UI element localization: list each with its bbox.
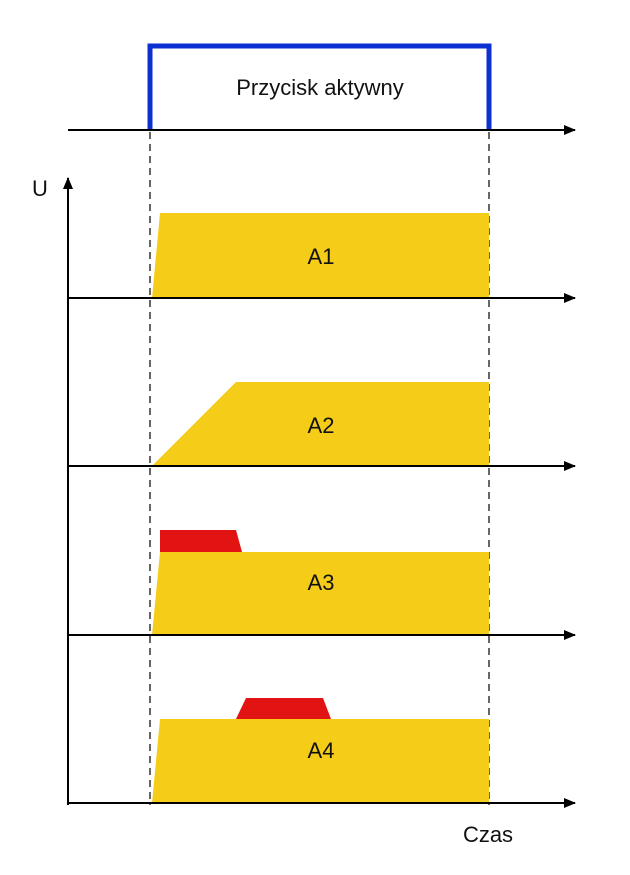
mode-label: A1 bbox=[308, 244, 335, 269]
button-label: Przycisk aktywny bbox=[236, 75, 403, 100]
mode-a2-shape bbox=[152, 382, 489, 466]
mode-label: A4 bbox=[308, 738, 335, 763]
y-axis-label: U bbox=[32, 176, 48, 201]
mode-a4-shape bbox=[152, 719, 489, 803]
mode-a4-boost bbox=[236, 698, 331, 719]
mode-a3-boost bbox=[160, 530, 242, 552]
mode-a3-shape bbox=[152, 552, 489, 635]
x-axis-label: Czas bbox=[463, 822, 513, 847]
mode-label: A2 bbox=[308, 413, 335, 438]
mode-a1-shape bbox=[152, 213, 489, 298]
button-pulse bbox=[147, 43, 492, 130]
mode-label: A3 bbox=[308, 570, 335, 595]
